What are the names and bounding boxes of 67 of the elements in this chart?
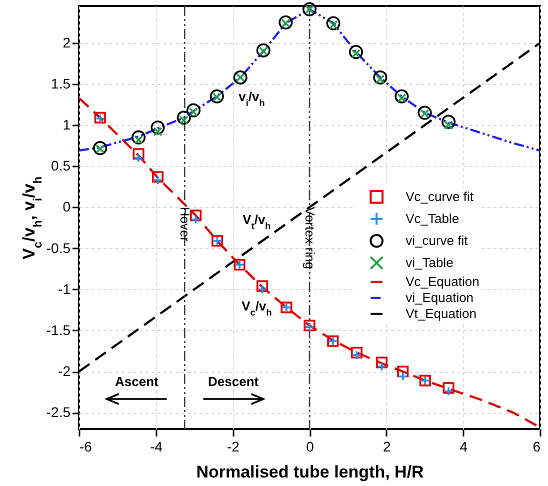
y-tick-label: 0.5	[51, 158, 71, 174]
point	[398, 372, 408, 382]
legend-label: Vc_curve fit	[406, 188, 474, 204]
line-series	[79, 8, 540, 152]
point	[442, 382, 454, 394]
x-tick-label: 4	[460, 438, 468, 454]
y-tick-label: -2.5	[46, 404, 71, 420]
ref-line-label: Vortex ring	[302, 206, 318, 270]
annotation: Descent	[208, 374, 260, 389]
point	[302, 2, 317, 16]
x-tick-label: -6	[80, 438, 92, 454]
point	[326, 16, 340, 30]
y-tick-label: -0.5	[46, 240, 71, 256]
x-tick-label: -4	[150, 438, 163, 454]
point	[210, 89, 224, 104]
y-tick-label: -1.5	[46, 322, 71, 338]
point	[150, 120, 165, 135]
y-tick-label: -2	[58, 363, 71, 380]
point	[132, 148, 144, 160]
point	[373, 70, 388, 84]
point	[418, 106, 432, 120]
annotation: v$_{i}$/v$_{h}$	[238, 89, 265, 108]
y-tick-label: 0	[62, 198, 71, 215]
point	[233, 70, 248, 84]
point	[152, 171, 164, 183]
point	[350, 346, 363, 358]
legend-label: Vc_Table	[406, 210, 460, 226]
point	[278, 15, 293, 30]
point	[152, 175, 163, 185]
point	[348, 44, 364, 60]
point	[444, 386, 454, 396]
annotation: Ascent	[115, 374, 160, 389]
ref-line-label: Hover	[178, 206, 193, 242]
point	[304, 320, 316, 332]
legend-label: Vc_Equation	[406, 274, 480, 289]
point	[186, 103, 201, 118]
annotation: V$_{t}$/v$_{h}$	[242, 212, 271, 231]
point	[257, 284, 268, 294]
x-tick-label: 2	[382, 438, 391, 454]
legend-label: Vt_Equation	[406, 306, 476, 321]
x-axis-title: Normalised tube length, H/R	[196, 462, 424, 482]
x-tick-label: -2	[226, 438, 240, 454]
legend-label: vi_Equation	[406, 290, 474, 305]
y-tick-label: 1	[62, 116, 71, 133]
point	[256, 280, 268, 292]
point	[376, 356, 388, 368]
point	[304, 322, 314, 332]
point	[397, 366, 409, 378]
legend-label: vi_curve fit	[406, 232, 468, 248]
point	[191, 214, 201, 224]
y-tick-label: 1.5	[51, 76, 71, 92]
point	[132, 130, 146, 144]
point	[93, 141, 108, 156]
point	[352, 350, 362, 360]
point	[394, 89, 409, 104]
y-tick-label: 2	[62, 34, 71, 50]
point	[176, 110, 191, 125]
point	[376, 362, 386, 372]
annotation: V$_{c}$/v$_{h}$	[242, 298, 272, 318]
point	[190, 210, 202, 222]
point	[442, 114, 456, 129]
y-tick-label: -1	[58, 280, 71, 297]
x-tick-label: 6	[532, 438, 541, 454]
legend-label: vi_Table	[406, 254, 454, 270]
x-tick-label: 0	[306, 438, 314, 454]
point	[256, 43, 270, 58]
point	[134, 153, 144, 163]
